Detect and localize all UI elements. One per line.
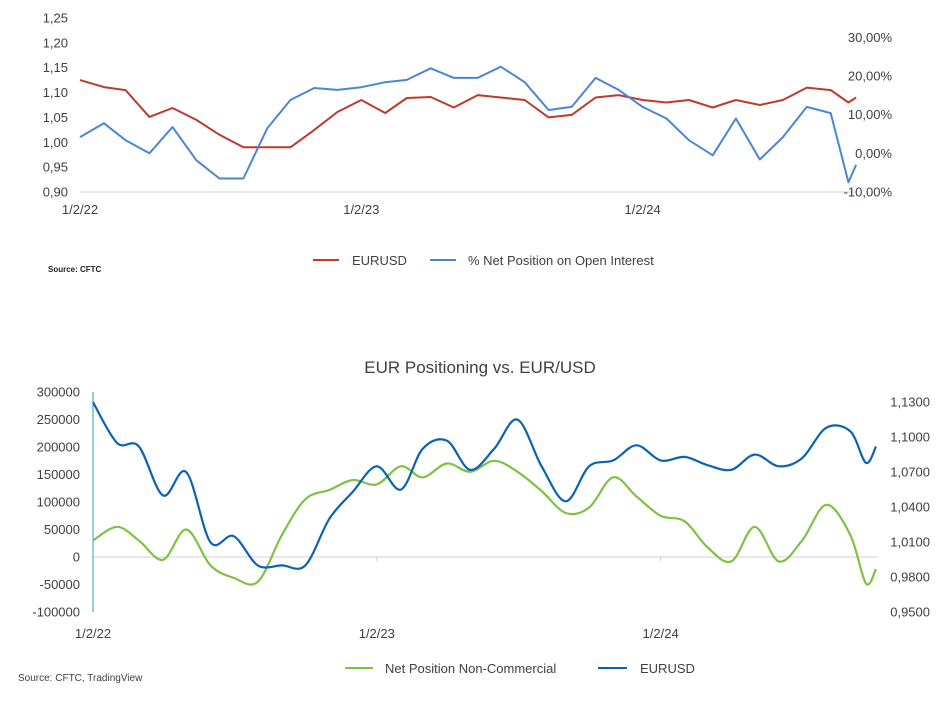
series-line-eurusd [79, 79, 857, 149]
series-line-net-position-non-commercial [92, 459, 877, 586]
left-axis-tick-label: -50000 [40, 577, 80, 592]
chart-2-title: EUR Positioning vs. EUR/USD [364, 358, 595, 377]
x-axis-tick-label: 1/2/23 [343, 202, 379, 217]
right-axis-tick-label: 1,1000 [890, 430, 930, 445]
chart-1-legend: EURUSD % Net Position on Open Interest [313, 253, 654, 268]
left-axis-tick-label: 0 [73, 550, 80, 565]
chart-2-source: Source: CFTC, TradingView [18, 673, 143, 684]
right-axis-tick-label: 30,00% [848, 30, 893, 45]
left-axis-tick-label: 200000 [37, 440, 80, 455]
left-axis-tick-label: 150000 [37, 467, 80, 482]
right-axis-tick-label: 1,0100 [890, 535, 930, 550]
legend-label-eurusd: EURUSD [352, 253, 407, 268]
left-axis-tick-label: 1,10 [43, 85, 68, 100]
chart-2-legend: Net Position Non-Commercial EURUSD [345, 661, 695, 676]
series-line-net-position-on-open-interest [79, 65, 858, 184]
right-axis-tick-label: 20,00% [848, 69, 893, 84]
right-axis-tick-label: 0,9800 [890, 570, 930, 585]
left-axis-tick-label: 1,15 [43, 60, 68, 75]
chart-2: EUR Positioning vs. EUR/USD -100000 -5000… [18, 358, 930, 684]
legend-label-net-position-non-commercial: Net Position Non-Commercial [385, 661, 556, 676]
left-axis-tick-label: 100000 [37, 495, 80, 510]
left-axis-tick-label: 1,25 [43, 11, 68, 26]
chart-1: 0,90 0,95 1,00 1,05 1,10 1,15 1,20 1,25 -10,00% 0… [43, 11, 893, 275]
right-axis-tick-label: 1,0700 [890, 465, 930, 480]
left-axis-tick-label: 1,00 [43, 135, 68, 150]
chart-1-source: Source: CFTC [48, 265, 102, 274]
legend-label-eurusd-2: EURUSD [640, 661, 695, 676]
x-axis-tick-label: 1/2/24 [625, 202, 661, 217]
left-axis-tick-label: 1,20 [43, 35, 68, 50]
left-axis-tick-label: 0,90 [43, 185, 68, 200]
right-axis-tick-label: 0,00% [855, 146, 892, 161]
right-axis-tick-label: 1,0400 [890, 500, 930, 515]
x-axis-tick-label: 1/2/23 [359, 626, 395, 641]
left-axis-tick-label: -100000 [32, 605, 80, 620]
legend-label-net-position: % Net Position on Open Interest [468, 253, 654, 268]
x-axis-tick-label: 1/2/24 [643, 626, 679, 641]
right-axis-tick-label: 0,9500 [890, 605, 930, 620]
right-axis-tick-label: 1,1300 [890, 395, 930, 410]
left-axis-tick-label: 250000 [37, 412, 80, 427]
right-axis-tick-label: -10,00% [844, 185, 893, 200]
x-axis-tick-label: 1/2/22 [75, 626, 111, 641]
left-axis-tick-label: 0,95 [43, 160, 68, 175]
left-axis-tick-label: 50000 [44, 522, 80, 537]
right-axis-tick-label: 10,00% [848, 107, 893, 122]
left-axis-tick-label: 1,05 [43, 110, 68, 125]
series-line-eurusd [92, 401, 877, 570]
left-axis-tick-label: 300000 [37, 385, 80, 400]
x-axis-tick-label: 1/2/22 [62, 202, 98, 217]
